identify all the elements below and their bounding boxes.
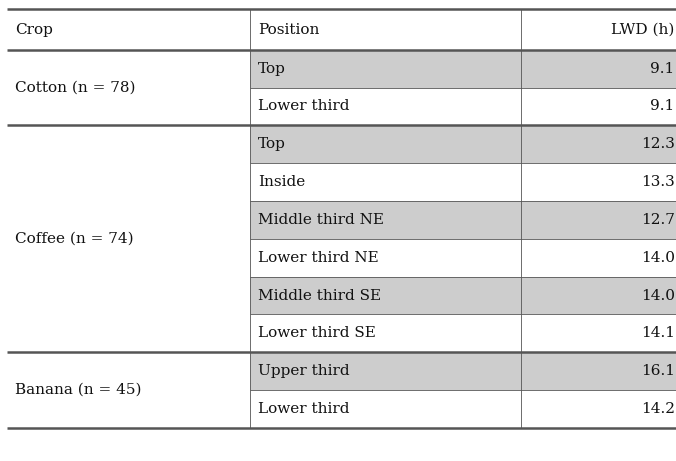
Text: 14.0: 14.0 xyxy=(641,251,675,265)
Text: Crop: Crop xyxy=(15,23,53,36)
Text: Middle third SE: Middle third SE xyxy=(258,289,381,302)
Text: Lower third SE: Lower third SE xyxy=(258,326,376,340)
Bar xyxy=(250,163,676,201)
Text: Middle third NE: Middle third NE xyxy=(258,213,384,227)
Text: 12.3: 12.3 xyxy=(641,137,675,151)
Bar xyxy=(7,125,250,163)
Text: Top: Top xyxy=(258,62,286,76)
Bar xyxy=(7,201,250,239)
Bar xyxy=(250,239,676,277)
Bar xyxy=(250,352,676,390)
Text: 9.1: 9.1 xyxy=(650,62,675,76)
Bar xyxy=(7,314,250,352)
Bar xyxy=(7,163,250,201)
Text: Lower third NE: Lower third NE xyxy=(258,251,379,265)
Bar xyxy=(250,277,676,314)
Bar xyxy=(7,50,250,88)
Bar xyxy=(250,125,676,163)
Text: 14.1: 14.1 xyxy=(641,326,675,340)
Bar xyxy=(7,277,250,314)
Text: 13.3: 13.3 xyxy=(641,175,675,189)
Bar xyxy=(250,88,676,125)
Text: Position: Position xyxy=(258,23,320,36)
Text: 12.7: 12.7 xyxy=(641,213,675,227)
Bar xyxy=(7,88,250,125)
Bar xyxy=(250,390,676,428)
Text: 14.2: 14.2 xyxy=(641,402,675,416)
Text: Lower third: Lower third xyxy=(258,100,349,113)
Bar xyxy=(7,352,250,390)
Text: Top: Top xyxy=(258,137,286,151)
Text: Lower third: Lower third xyxy=(258,402,349,416)
Bar xyxy=(7,9,676,50)
Text: Cotton (n = 78): Cotton (n = 78) xyxy=(15,81,135,95)
Text: Coffee (n = 74): Coffee (n = 74) xyxy=(15,232,133,246)
Bar xyxy=(7,239,250,277)
Text: 16.1: 16.1 xyxy=(641,364,675,378)
Bar xyxy=(250,314,676,352)
Text: Upper third: Upper third xyxy=(258,364,350,378)
Text: LWD (h): LWD (h) xyxy=(611,23,675,36)
Text: Banana (n = 45): Banana (n = 45) xyxy=(15,383,141,397)
Text: 9.1: 9.1 xyxy=(650,100,675,113)
Bar xyxy=(250,50,676,88)
Bar xyxy=(7,390,250,428)
Text: Inside: Inside xyxy=(258,175,306,189)
Text: 14.0: 14.0 xyxy=(641,289,675,302)
Bar xyxy=(250,201,676,239)
